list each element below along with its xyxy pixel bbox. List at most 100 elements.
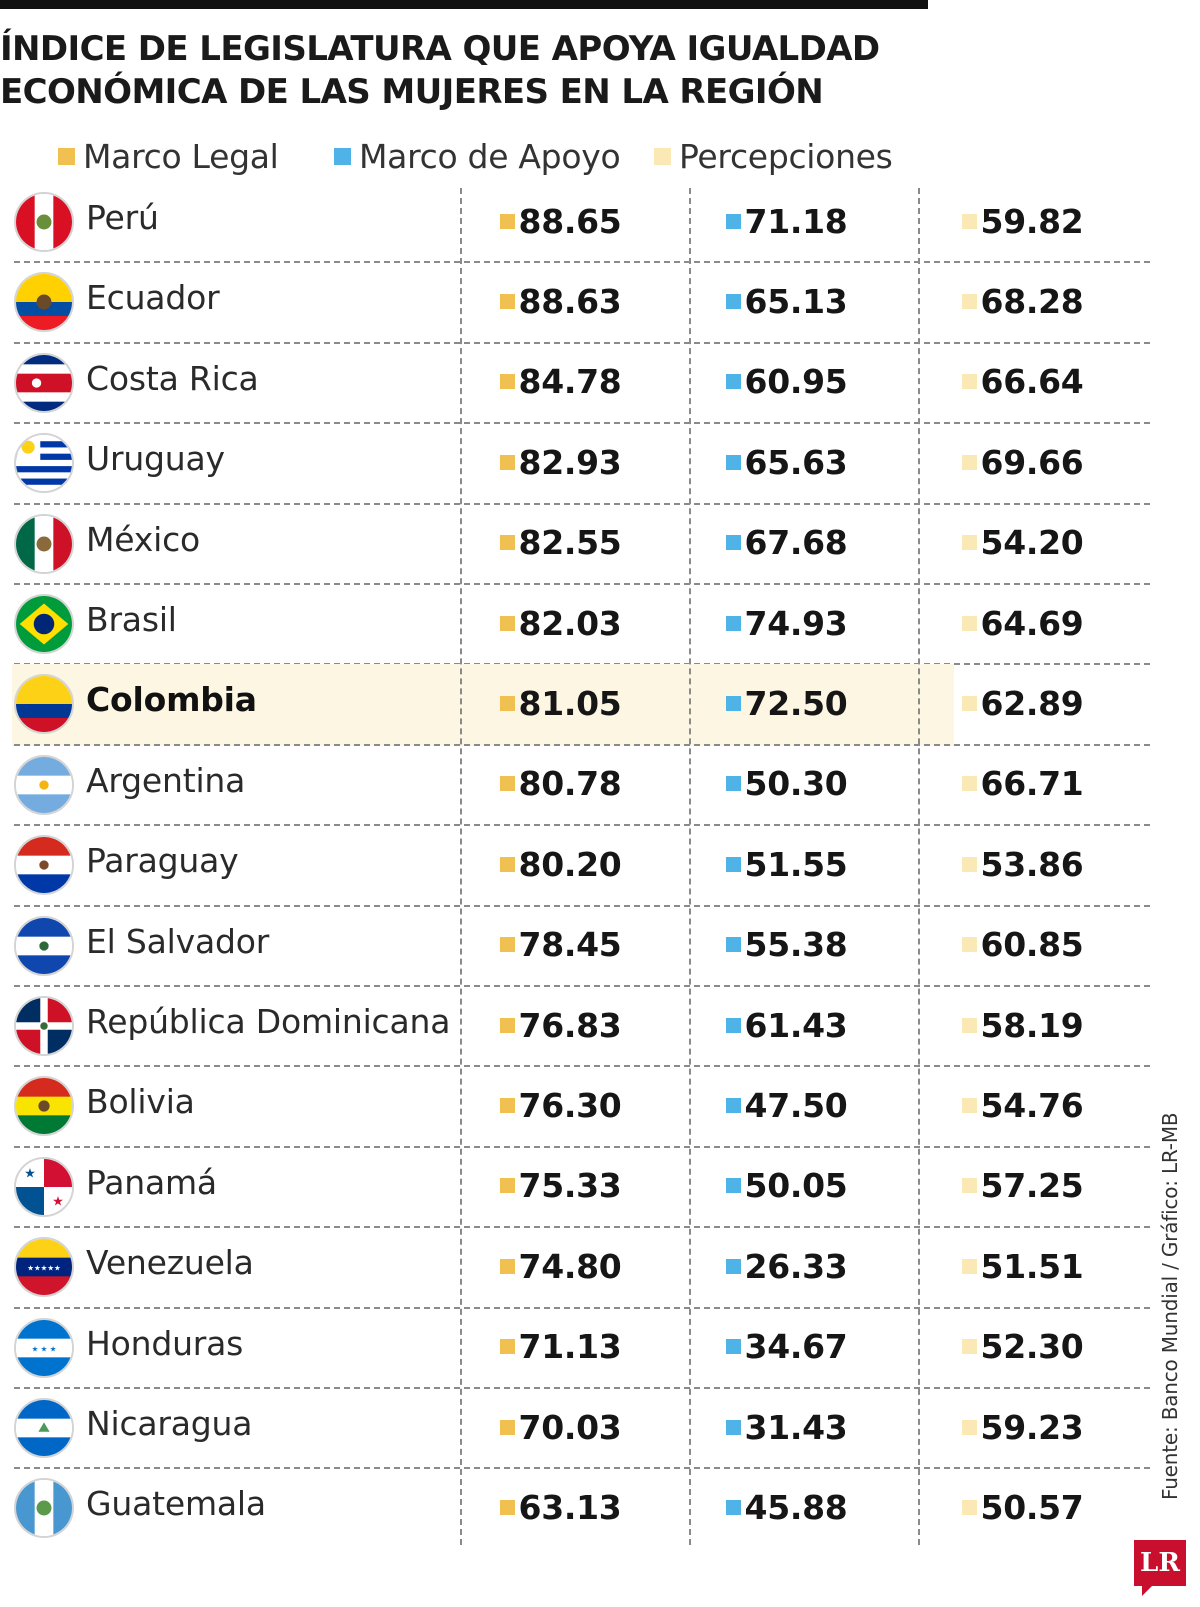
value-text: 58.19 xyxy=(980,1005,1084,1045)
country-name: Bolivia xyxy=(86,1082,195,1122)
republica-dominicana-flag-icon xyxy=(14,996,74,1056)
country-name: Ecuador xyxy=(86,278,220,318)
table-row: ★ ★ ★ Honduras 71.13 34.67 52.30 xyxy=(0,1308,1150,1390)
country-name: El Salvador xyxy=(86,921,270,961)
value-cell: 54.76 xyxy=(962,1082,1087,1128)
legend-label: Percepciones xyxy=(679,137,893,176)
table-row: Guatemala 63.13 45.88 50.57 xyxy=(0,1468,1150,1550)
honduras-flag-icon: ★ ★ ★ xyxy=(14,1317,74,1378)
value-text: 47.50 xyxy=(744,1085,848,1125)
value-marker xyxy=(726,293,741,309)
value-text: 74.93 xyxy=(744,603,848,643)
lr-logo: LR xyxy=(1134,1540,1186,1596)
value-marker xyxy=(726,1017,741,1033)
column-separator xyxy=(918,188,920,1545)
table-row: Argentina 80.78 50.30 66.71 xyxy=(0,745,1150,827)
value-cell: 88.63 xyxy=(500,278,625,324)
value-marker xyxy=(962,937,977,953)
value-text: 54.20 xyxy=(980,523,1084,563)
value-text: 88.65 xyxy=(518,201,622,241)
table-row: Uruguay 82.93 65.63 69.66 xyxy=(0,423,1150,505)
value-cell: 55.38 xyxy=(726,922,851,968)
value-marker xyxy=(500,615,515,631)
value-marker xyxy=(962,213,977,229)
row-separator xyxy=(14,502,1150,505)
table-row: República Dominicana 76.83 61.43 58.19 xyxy=(0,986,1150,1068)
value-text: 59.82 xyxy=(980,201,1084,241)
value-marker xyxy=(500,695,515,711)
country-name: Argentina xyxy=(86,760,246,800)
value-text: 76.30 xyxy=(518,1085,622,1125)
value-text: 70.03 xyxy=(518,1407,622,1447)
value-text: 78.45 xyxy=(518,925,622,965)
value-cell: 26.33 xyxy=(726,1243,851,1289)
table-row: Ecuador 88.63 65.13 68.28 xyxy=(0,262,1150,344)
value-marker xyxy=(500,1178,515,1194)
value-text: 69.66 xyxy=(980,442,1084,482)
value-marker xyxy=(726,1258,741,1274)
row-separator xyxy=(14,904,1150,907)
venezuela-flag-icon: ★★★★★ xyxy=(14,1237,74,1298)
table-row: Brasil 82.03 74.93 64.69 xyxy=(0,584,1150,666)
row-separator xyxy=(14,985,1150,987)
value-text: 80.20 xyxy=(518,844,622,884)
country-name: Panamá xyxy=(86,1162,217,1202)
value-text: 59.23 xyxy=(980,1407,1084,1447)
value-text: 26.33 xyxy=(744,1246,848,1286)
paraguay-flag-icon xyxy=(14,835,74,896)
row-separator xyxy=(14,1065,1150,1068)
value-text: 57.25 xyxy=(980,1166,1084,1206)
value-marker xyxy=(500,293,515,309)
value-text: 51.55 xyxy=(744,844,848,884)
value-marker xyxy=(962,1017,977,1033)
country-name: Venezuela xyxy=(86,1243,254,1283)
value-text: 52.30 xyxy=(980,1327,1084,1367)
value-marker xyxy=(962,615,977,631)
value-text: 71.13 xyxy=(518,1327,622,1367)
value-cell: 70.03 xyxy=(500,1404,625,1450)
value-marker xyxy=(726,695,741,711)
value-cell: 34.67 xyxy=(726,1324,851,1370)
value-marker xyxy=(726,1097,741,1113)
country-name: Honduras xyxy=(86,1323,244,1363)
value-text: 51.51 xyxy=(980,1246,1084,1286)
value-marker xyxy=(962,695,977,711)
value-marker xyxy=(500,1258,515,1274)
value-marker xyxy=(500,213,515,229)
value-cell: 84.78 xyxy=(500,359,625,405)
value-marker xyxy=(500,454,515,470)
value-cell: 65.13 xyxy=(726,278,851,324)
value-marker xyxy=(962,856,977,872)
value-cell: 82.93 xyxy=(500,439,625,485)
row-separator xyxy=(14,261,1150,264)
value-marker xyxy=(962,1419,977,1435)
chart-title: ÍNDICE DE LEGISLATURA QUE APOYA IGUALDAD… xyxy=(0,29,880,112)
value-marker xyxy=(500,937,515,953)
value-cell: 59.23 xyxy=(962,1404,1087,1450)
value-cell: 88.65 xyxy=(500,198,625,244)
value-text: 71.18 xyxy=(744,201,848,241)
value-cell: 59.82 xyxy=(962,198,1087,244)
table-row: México 82.55 67.68 54.20 xyxy=(0,504,1150,586)
value-cell: 69.66 xyxy=(962,439,1087,485)
value-cell: 74.93 xyxy=(726,600,851,646)
value-text: 76.83 xyxy=(518,1005,622,1045)
value-marker xyxy=(726,856,741,872)
legend-swatch xyxy=(334,148,351,165)
svg-text:★: ★ xyxy=(52,1194,64,1209)
value-marker xyxy=(500,1339,515,1355)
top-rule xyxy=(0,0,928,9)
country-name: México xyxy=(86,519,201,559)
value-text: 74.80 xyxy=(518,1246,622,1286)
value-text: 82.55 xyxy=(518,523,622,563)
country-name: Paraguay xyxy=(86,841,239,881)
value-text: 68.28 xyxy=(980,281,1084,321)
legend-item-marco-de-apoyo: Marco de Apoyo xyxy=(334,137,621,176)
value-marker xyxy=(962,776,977,792)
mexico-flag-icon xyxy=(14,513,74,574)
value-cell: 74.80 xyxy=(500,1243,625,1289)
value-cell: 82.03 xyxy=(500,600,625,646)
value-text: 62.89 xyxy=(980,683,1084,723)
nicaragua-flag-icon xyxy=(14,1398,74,1458)
value-marker xyxy=(726,776,741,792)
